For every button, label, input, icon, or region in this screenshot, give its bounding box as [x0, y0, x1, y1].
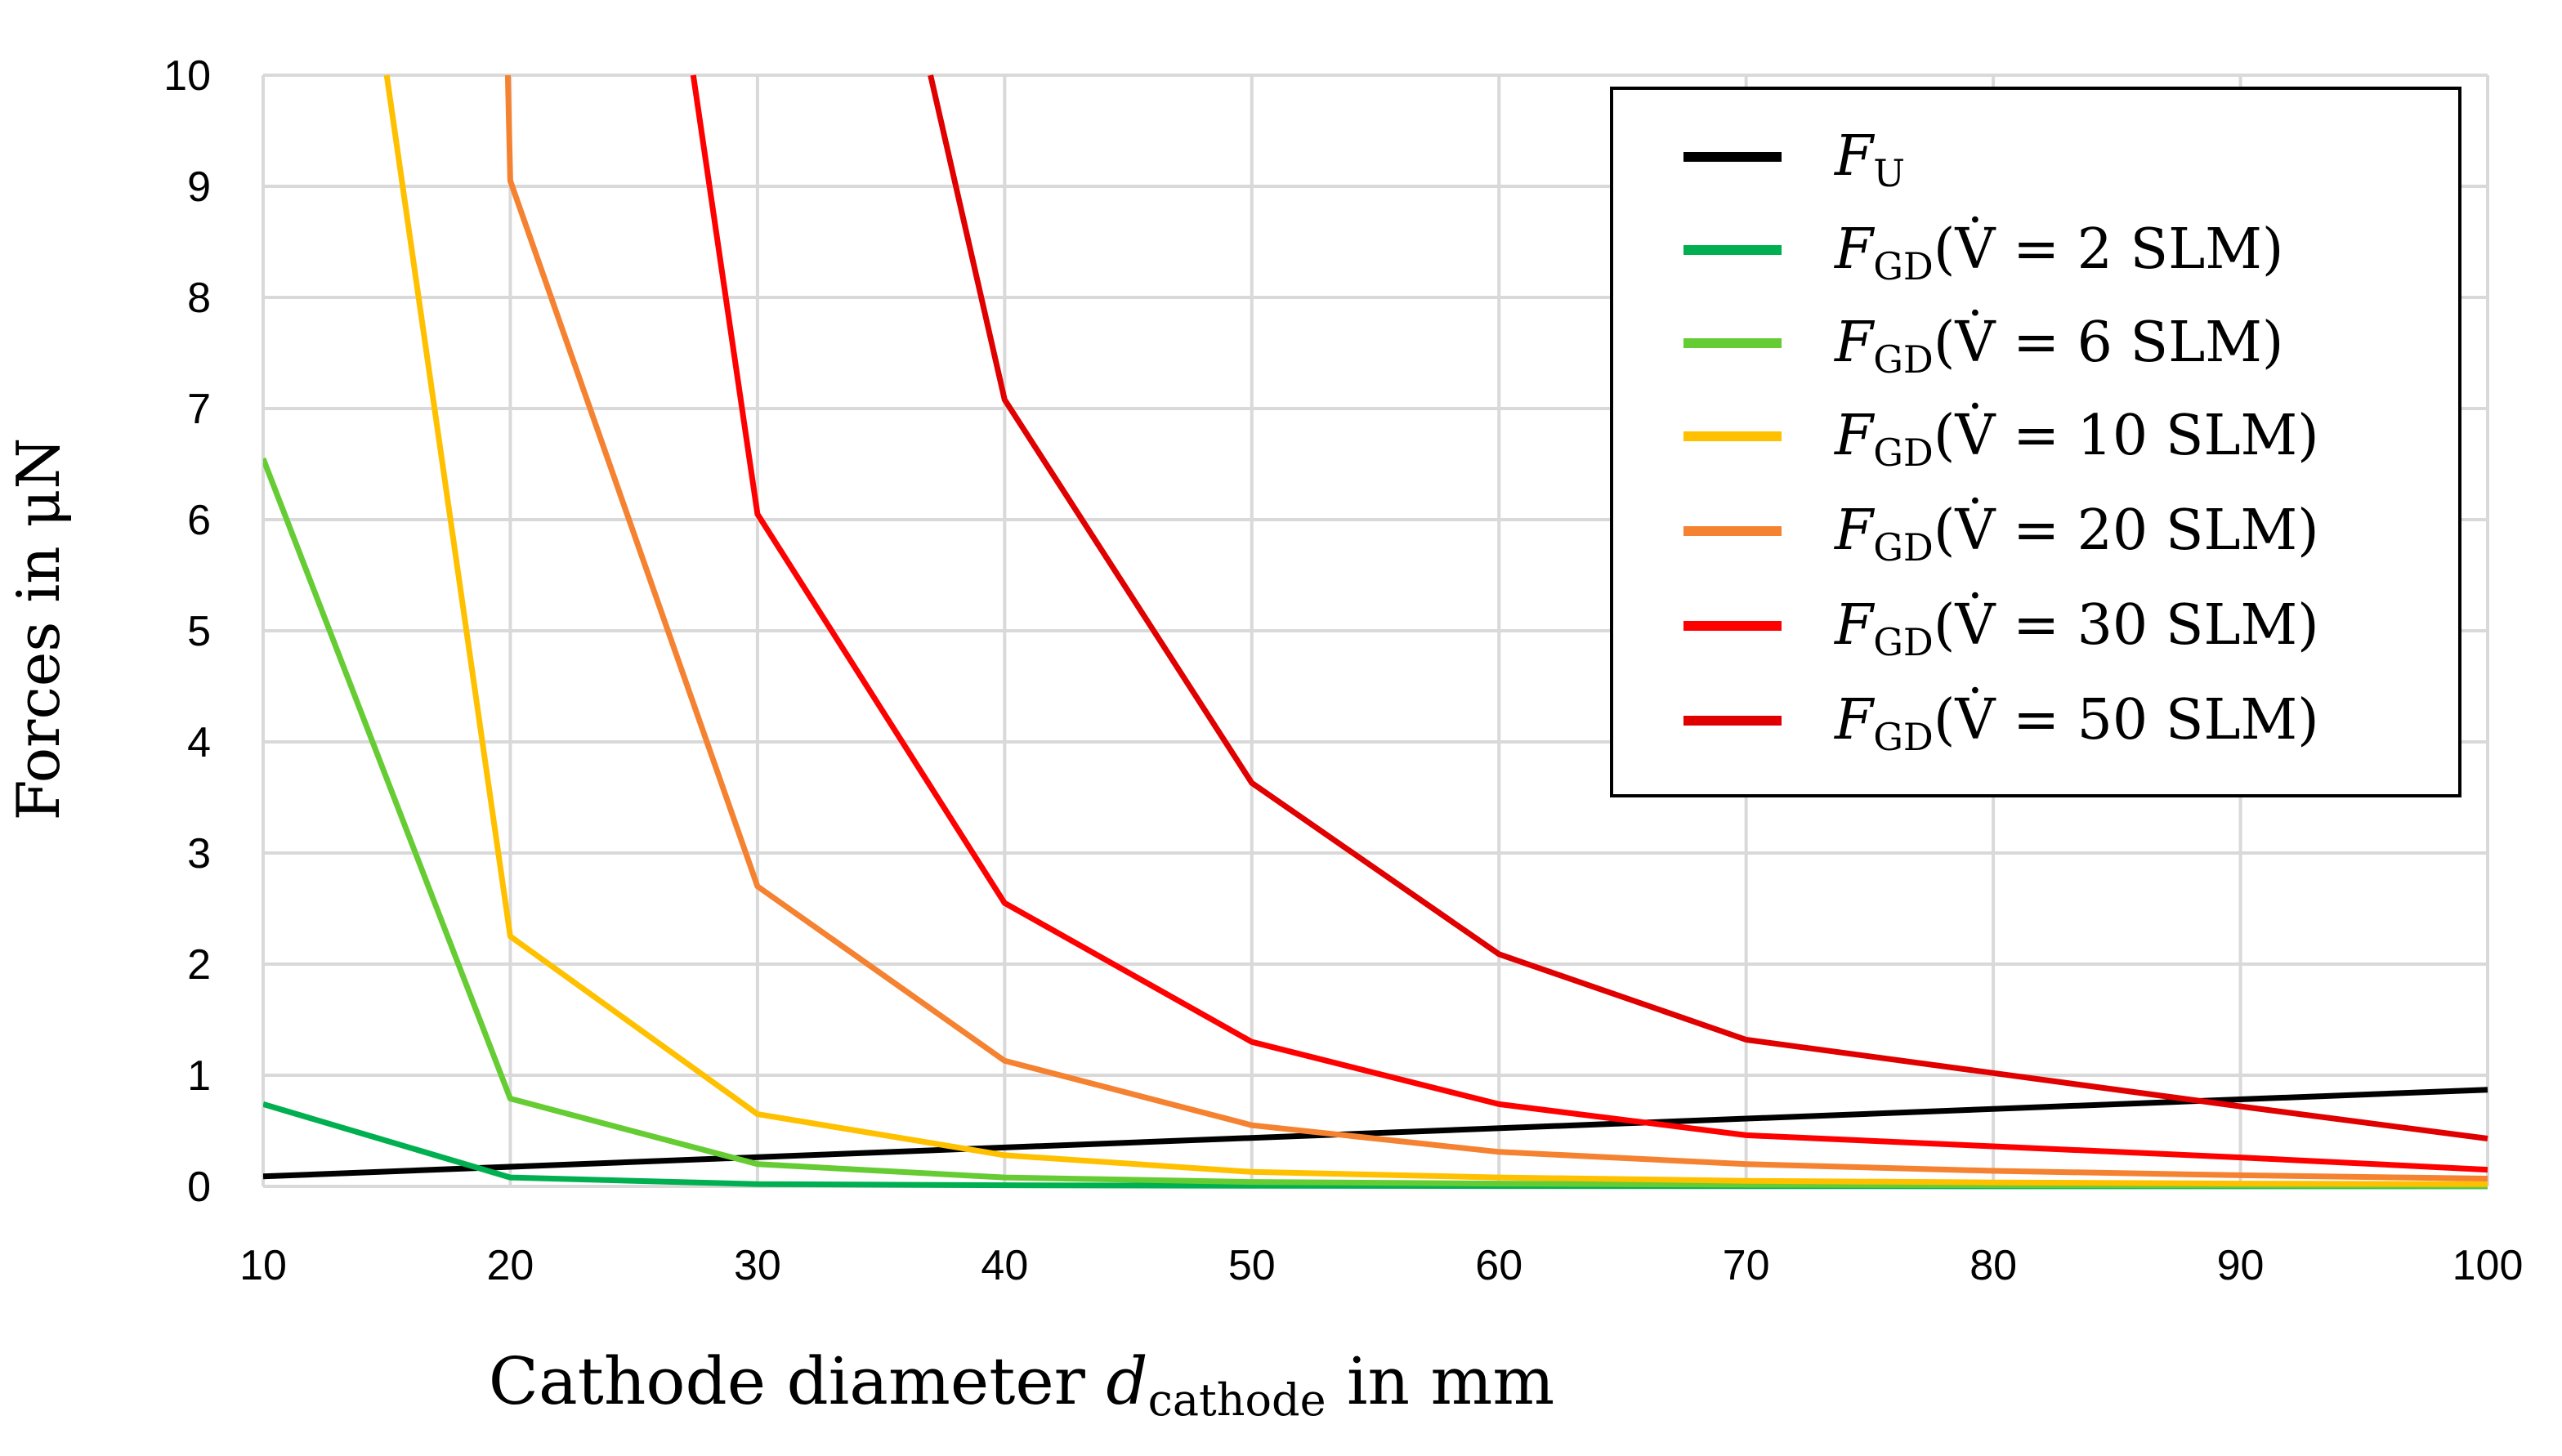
- x-axis-title-tail: in mm: [1326, 1343, 1555, 1419]
- x-tick-label: 100: [2452, 1242, 2524, 1289]
- y-tick-label: 2: [187, 941, 211, 989]
- y-tick-label: 4: [187, 719, 211, 766]
- legend-symbol: F: [1833, 688, 1876, 753]
- legend-label-0: FU: [1833, 124, 1905, 195]
- legend-subscript: GD: [1873, 337, 1934, 382]
- x-axis-title-sub: cathode: [1148, 1374, 1326, 1426]
- x-tick-labels: 10 20 30 40 50 60 70 80 90 100: [239, 1242, 2523, 1289]
- y-tick-label: 1: [187, 1052, 211, 1100]
- legend-subscript: U: [1873, 151, 1905, 195]
- legend-condition: (V̇ = 6 SLM): [1934, 310, 2284, 375]
- legend-condition: (V̇ = 50 SLM): [1934, 688, 2319, 753]
- legend-symbol: F: [1833, 498, 1876, 563]
- y-tick-label: 0: [187, 1163, 211, 1211]
- legend-label-1: FGD(V̇ = 2 SLM): [1833, 217, 2283, 288]
- legend-symbol: F: [1833, 124, 1876, 189]
- series-line-4: [504, 74, 2488, 1181]
- series-line-3: [383, 74, 2488, 1187]
- x-axis-title-main: Cathode diameter: [489, 1343, 1107, 1419]
- x-tick-label: 90: [2217, 1242, 2265, 1289]
- x-tick-label: 30: [734, 1242, 781, 1289]
- legend-subscript: GD: [1873, 525, 1934, 569]
- legend-symbol: F: [1833, 404, 1876, 468]
- series-line-6: [928, 74, 2488, 1141]
- legend-symbol: F: [1833, 217, 1876, 282]
- x-tick-label: 70: [1723, 1242, 1770, 1289]
- legend-label-3: FGD(V̇ = 10 SLM): [1833, 404, 2319, 475]
- legend-condition: (V̇ = 20 SLM): [1934, 498, 2319, 563]
- x-tick-label: 80: [1970, 1242, 2017, 1289]
- y-axis-title: Forces in μN: [4, 438, 73, 821]
- legend-label-5: FGD(V̇ = 30 SLM): [1833, 593, 2319, 664]
- grid-lines: [262, 74, 2489, 1188]
- legend-subscript: GD: [1873, 431, 1934, 475]
- y-tick-label: 3: [187, 830, 211, 878]
- legend-box: [1610, 87, 2461, 797]
- series-lines: [263, 74, 2488, 1190]
- y-tick-label: 7: [187, 386, 211, 433]
- y-tick-labels: 0 1 2 3 4 5 6 7 8 9 10: [163, 52, 211, 1211]
- y-tick-label: 8: [187, 275, 211, 322]
- x-axis-title-var: d: [1106, 1343, 1147, 1419]
- legend-subscript: GD: [1873, 244, 1934, 288]
- legend-subscript: GD: [1873, 715, 1934, 759]
- series-line-0: [263, 1087, 2488, 1180]
- x-tick-label: 50: [1228, 1242, 1276, 1289]
- legend-label-2: FGD(V̇ = 6 SLM): [1833, 310, 2283, 382]
- y-tick-label: 9: [187, 163, 211, 211]
- series-line-5: [690, 74, 2488, 1173]
- x-tick-label: 20: [487, 1242, 534, 1289]
- x-tick-label: 10: [239, 1242, 287, 1289]
- legend-symbol: F: [1833, 310, 1876, 375]
- legend-condition: (V̇ = 2 SLM): [1934, 217, 2284, 282]
- legend-symbol: F: [1833, 593, 1876, 658]
- y-tick-label: 5: [187, 608, 211, 655]
- x-tick-label: 60: [1475, 1242, 1522, 1289]
- y-tick-label: 10: [163, 52, 211, 100]
- y-tick-label: 6: [187, 497, 211, 544]
- legend-subscript: GD: [1873, 620, 1934, 664]
- legend-condition: (V̇ = 30 SLM): [1934, 593, 2319, 658]
- x-tick-label: 40: [981, 1242, 1028, 1289]
- x-axis-title: Cathode diameter dcathode in mm: [489, 1343, 1554, 1426]
- legend-label-4: FGD(V̇ = 20 SLM): [1833, 498, 2319, 569]
- legend-label-6: FGD(V̇ = 50 SLM): [1833, 688, 2319, 759]
- legend-condition: (V̇ = 10 SLM): [1934, 404, 2319, 468]
